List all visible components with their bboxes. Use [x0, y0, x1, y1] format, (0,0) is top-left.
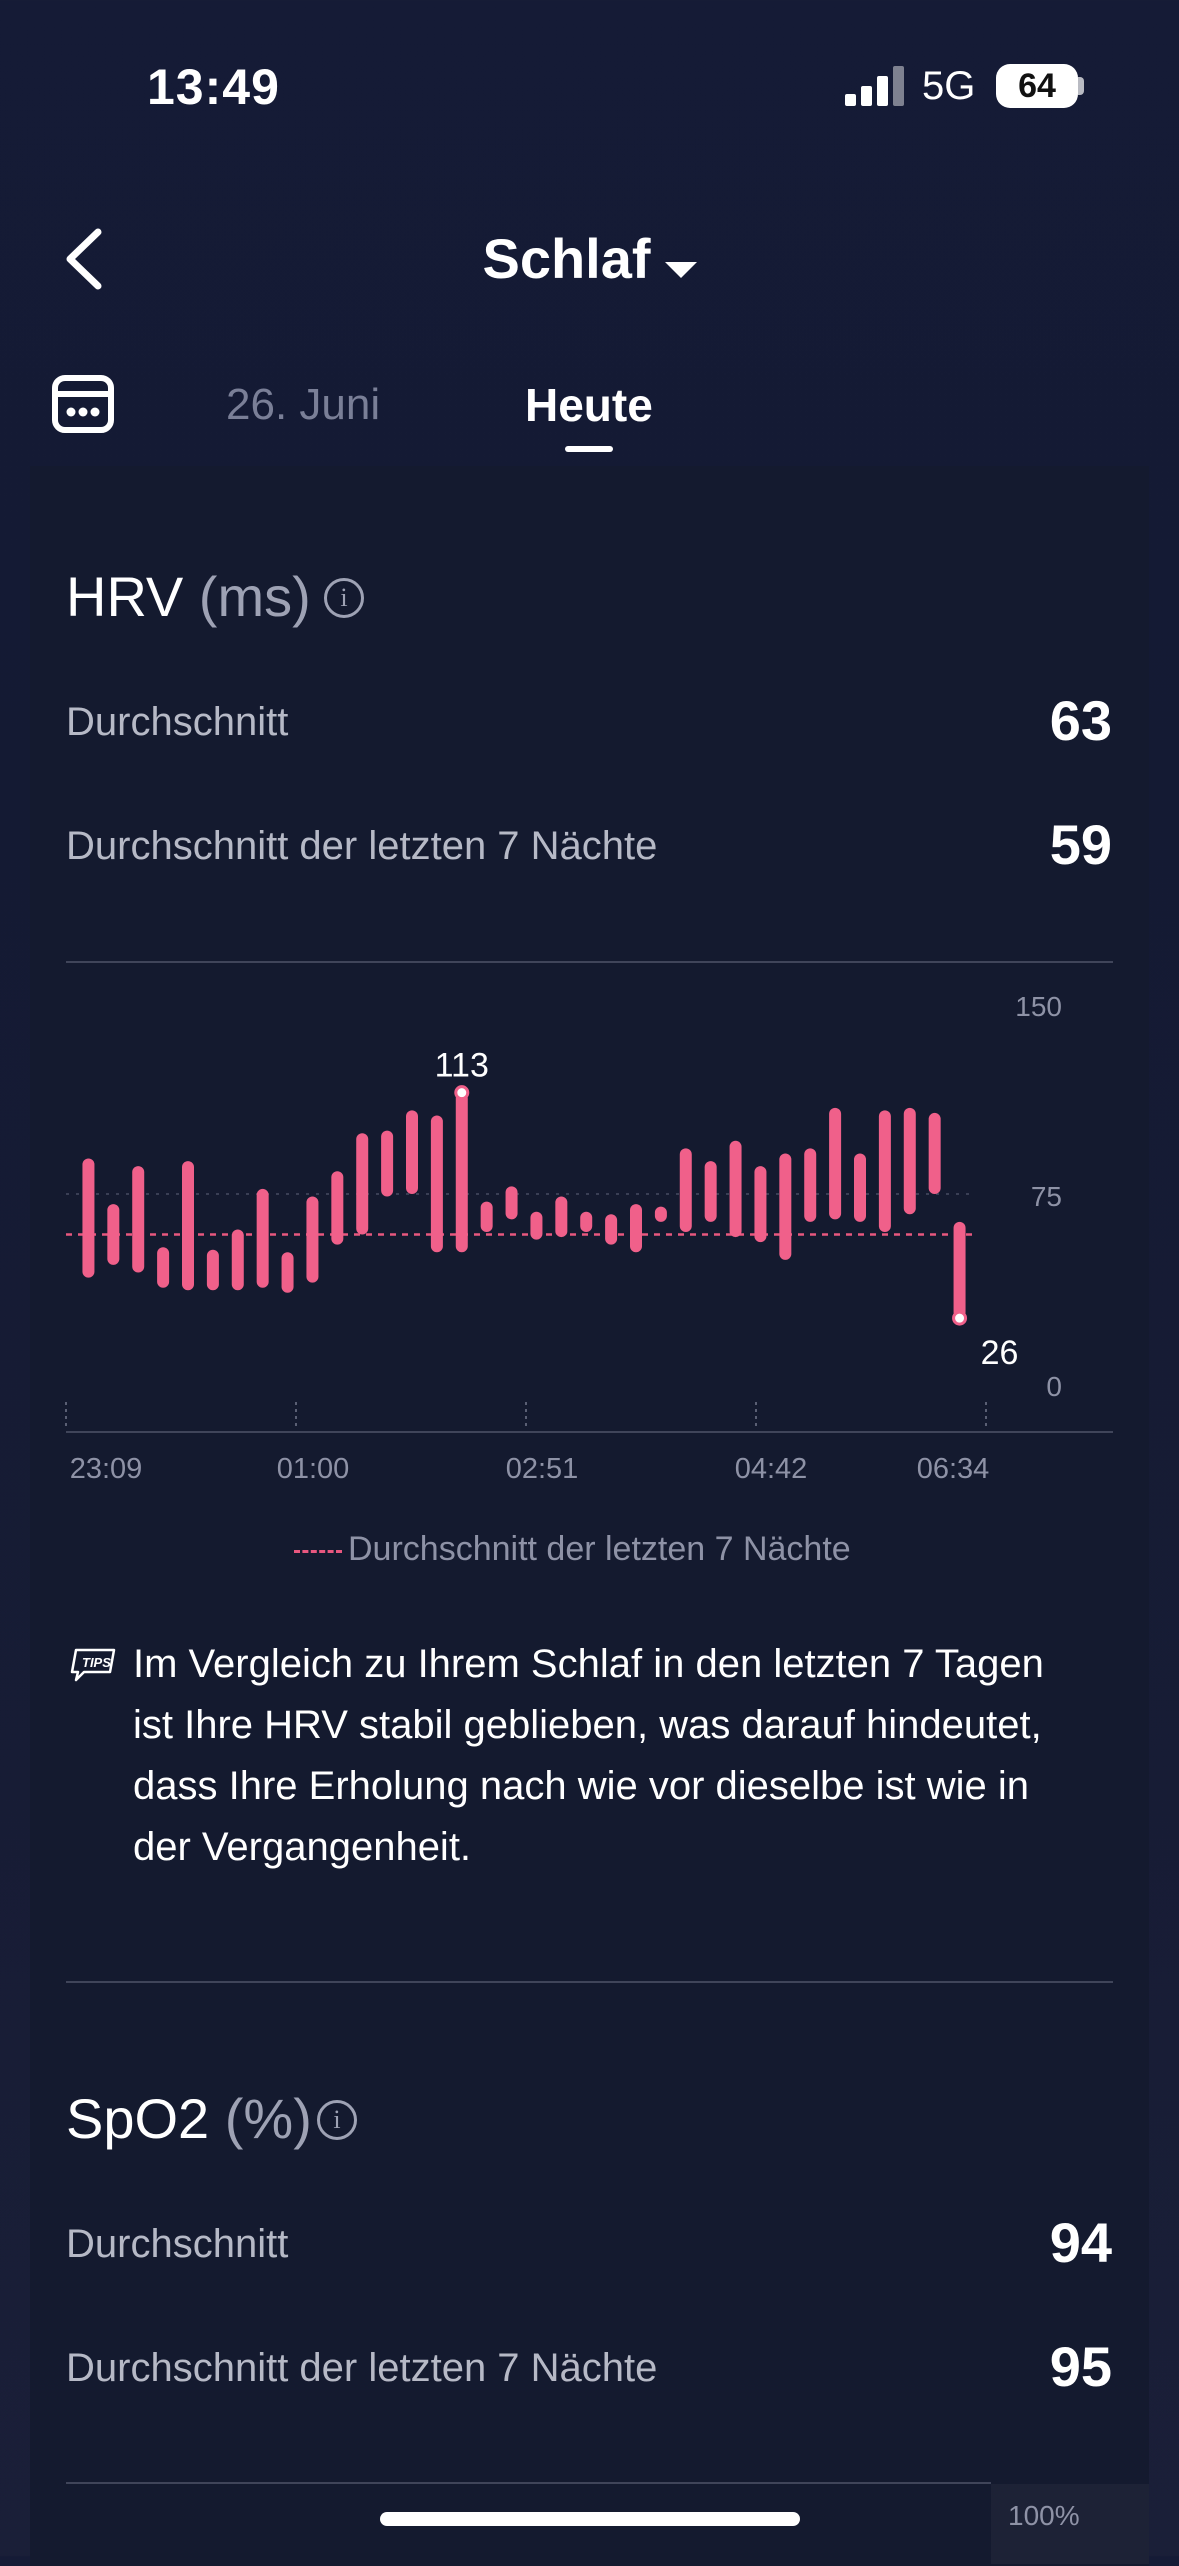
spo2-avg-label: Durchschnitt — [66, 2222, 289, 2266]
tab-previous-day[interactable]: 26. Juni — [226, 380, 381, 429]
hrv-unit: (ms) — [198, 565, 311, 628]
hrv-bar — [679, 1148, 692, 1232]
hrv-bar — [281, 1252, 294, 1293]
hrv-bar — [754, 1166, 767, 1243]
hrv-avg7-label: Durchschnitt der letzten 7 Nächte — [66, 824, 658, 868]
hrv-bar — [555, 1196, 568, 1238]
page-title: Schlaf — [482, 227, 651, 290]
hrv-bar — [580, 1211, 593, 1232]
hrv-bar — [953, 1221, 966, 1319]
hrv-bar — [182, 1161, 194, 1291]
spo2-chart-top-line — [66, 2482, 991, 2484]
hrv-bar — [654, 1206, 667, 1222]
hrv-bar — [729, 1140, 742, 1238]
page-title-dropdown[interactable]: Schlaf — [0, 226, 1179, 291]
chart-legend: Durchschnitt der letzten 7 Nächte — [294, 1530, 851, 1569]
hrv-section-title: HRV (ms) — [66, 564, 311, 629]
chart-grid — [65, 1193, 1113, 1433]
hrv-bar — [256, 1188, 269, 1288]
hrv-title: HRV — [66, 565, 184, 628]
hrv-avg7-value: 59 — [1049, 813, 1112, 876]
tips-icon: TIPS — [70, 1648, 116, 1682]
hrv-bar — [430, 1115, 443, 1253]
x-tick-label: 06:34 — [917, 1453, 990, 1485]
hrv-bar — [455, 1092, 468, 1253]
chart-bars — [82, 1085, 968, 1326]
max-value-label: 113 — [435, 1047, 489, 1085]
x-tick-label: 04:42 — [735, 1453, 808, 1485]
hrv-tip-text: Im Vergleich zu Ihrem Schlaf in den letz… — [133, 1642, 1044, 1869]
battery-icon: 64 — [996, 64, 1078, 108]
hrv-bar — [854, 1153, 866, 1222]
hrv-bar — [107, 1204, 120, 1265]
hrv-bar — [505, 1186, 518, 1220]
hrv-bar — [306, 1196, 319, 1283]
hrv-bar — [206, 1249, 219, 1291]
svg-text:TIPS: TIPS — [82, 1655, 111, 1670]
spo2-avg-value: 94 — [1049, 2211, 1112, 2274]
hrv-bar — [779, 1153, 792, 1260]
y-tick-label: 150 — [1015, 991, 1062, 1022]
x-tick-label: 23:09 — [70, 1453, 143, 1485]
spo2-unit: (%) — [224, 2087, 312, 2150]
x-tick-label: 01:00 — [277, 1453, 350, 1485]
caret-down-icon — [664, 261, 697, 278]
hrv-bar — [132, 1166, 145, 1273]
hrv-bar — [530, 1211, 543, 1240]
chart-labels: 113 26 150 75 0 23:09 01:00 02:51 04:42 06:34 — [70, 991, 1062, 1485]
back-arrow-icon[interactable] — [62, 228, 112, 290]
hrv-bar — [231, 1229, 244, 1291]
hrv-avg-value: 63 — [1049, 689, 1112, 752]
status-time: 13:49 — [147, 59, 280, 115]
spo2-avg7-label: Durchschnitt der letzten 7 Nächte — [66, 2346, 658, 2390]
network-type: 5G — [922, 64, 976, 108]
hrv-bar — [704, 1161, 717, 1222]
hrv-bar — [381, 1130, 394, 1197]
x-tick-label: 02:51 — [506, 1453, 579, 1485]
spo2-avg7-value: 95 — [1049, 2335, 1112, 2398]
spo2-info-icon[interactable]: i — [317, 2100, 357, 2140]
section-divider — [66, 1981, 1113, 1983]
battery-tip — [1078, 77, 1084, 95]
hrv-bar — [157, 1247, 170, 1288]
home-indicator[interactable] — [380, 2512, 800, 2526]
signal-icon — [845, 64, 905, 108]
hrv-bar — [605, 1214, 618, 1245]
min-point — [952, 1310, 968, 1326]
spo2-title: SpO2 — [66, 2087, 210, 2150]
hrv-bar — [903, 1107, 916, 1215]
max-point — [454, 1085, 470, 1101]
legend-label: Durchschnitt der letzten 7 Nächte — [348, 1530, 851, 1568]
hrv-divider-top — [66, 961, 1113, 963]
y-tick-label: 0 — [1046, 1371, 1062, 1402]
spo2-section-title: SpO2 (%) — [66, 2086, 312, 2151]
spo2-axis-panel — [991, 2484, 1149, 2564]
tab-today[interactable]: Heute — [525, 379, 653, 431]
calendar-icon[interactable] — [52, 374, 114, 434]
min-value-label: 26 — [981, 1334, 1019, 1372]
hrv-bar — [406, 1110, 418, 1194]
y-tick-label: 75 — [1031, 1181, 1062, 1212]
hrv-bar — [356, 1133, 369, 1235]
tab-active-indicator — [565, 446, 613, 452]
hrv-bar — [82, 1158, 95, 1278]
hrv-bar — [829, 1107, 842, 1220]
hrv-chart: 113 26 150 75 0 23:09 01:00 02:51 04:42 06:34 — [65, 991, 1113, 1485]
hrv-info-icon[interactable]: i — [324, 578, 364, 618]
spo2-axis-top-label: 100% — [1008, 2500, 1080, 2531]
hrv-bar — [804, 1148, 817, 1222]
content-card — [30, 466, 1149, 2566]
hrv-avg-label: Durchschnitt — [66, 700, 289, 744]
hrv-bar — [480, 1201, 493, 1232]
hrv-bar — [928, 1112, 941, 1194]
legend-dash-icon — [294, 1549, 342, 1553]
hrv-bar — [630, 1204, 642, 1253]
hrv-bar — [878, 1110, 891, 1232]
hrv-bar — [331, 1171, 344, 1245]
